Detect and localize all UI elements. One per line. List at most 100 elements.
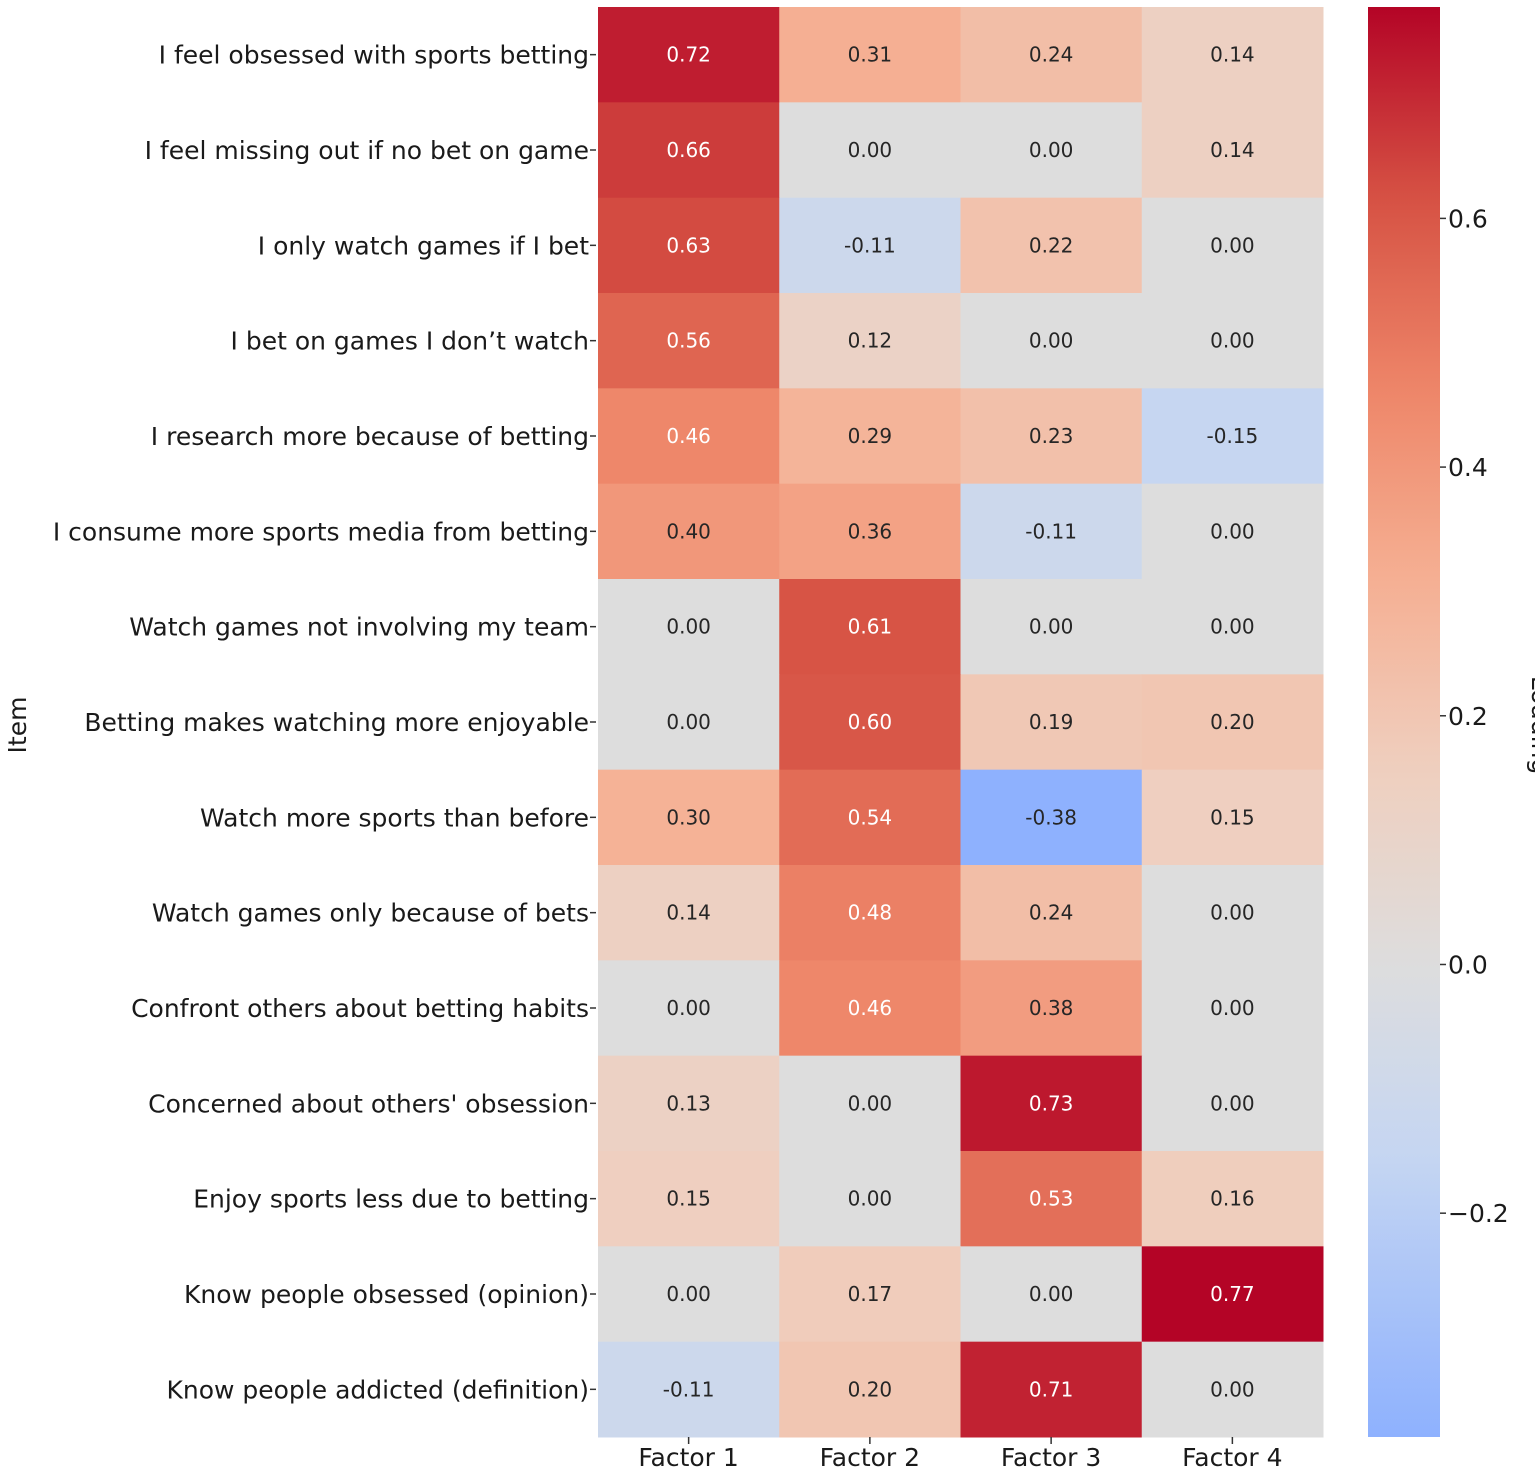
- row-labels: I feel obsessed with sports betting I fee…: [53, 41, 596, 1404]
- heatmap-cell: [598, 674, 780, 771]
- cell-value-label: 0.00: [1029, 1282, 1074, 1306]
- cell-value-label: 0.46: [848, 996, 893, 1020]
- colorbar: [1368, 7, 1440, 1437]
- heatmap-cell: [779, 579, 961, 675]
- cell-value-label: 0.48: [848, 901, 893, 925]
- heatmap-cell: [598, 579, 780, 675]
- cell-value-label: 0.31: [848, 43, 893, 67]
- colorbar-tick-label: 0.2: [1448, 702, 1488, 731]
- column-label: Factor 3: [1001, 1443, 1101, 1472]
- cell-value-label: 0.13: [666, 1091, 711, 1115]
- heatmap-cell: [960, 1055, 1143, 1152]
- heatmap-cell: [960, 1341, 1143, 1438]
- row-label: Enjoy sports less due to betting: [193, 1185, 589, 1214]
- cell-value-label: 0.00: [1210, 615, 1255, 639]
- y-axis-label: Item: [3, 697, 32, 754]
- colorbar-tick-label: 0.6: [1448, 204, 1488, 233]
- heatmap-cell: [779, 1246, 961, 1343]
- cell-value-label: 0.00: [1029, 329, 1074, 353]
- cell-value-label: 0.00: [1210, 1091, 1255, 1115]
- cell-value-label: 0.30: [666, 805, 711, 829]
- colorbar-label: Loading: [1526, 676, 1535, 775]
- cell-value-label: 0.19: [1029, 710, 1074, 734]
- cell-value-label: 0.14: [666, 901, 711, 925]
- cell-value-label: 0.00: [1210, 901, 1255, 925]
- heatmap-cell: [960, 293, 1143, 389]
- heatmap-cell: [598, 960, 780, 1057]
- heatmap-cell: [779, 769, 961, 866]
- column-label: Factor 4: [1182, 1443, 1282, 1472]
- heatmap-cell: [598, 865, 780, 961]
- cell-value-label: -0.11: [663, 1377, 715, 1401]
- heatmap-cell: [1141, 579, 1324, 675]
- column-label: Factor 1: [638, 1443, 738, 1472]
- heatmap-cell: [598, 1055, 780, 1152]
- heatmap-cell: [960, 769, 1143, 866]
- heatmap-cell: [598, 483, 780, 580]
- colorbar-tick-label: 0.4: [1448, 453, 1488, 482]
- heatmap-cell: [960, 865, 1143, 961]
- row-label: Know people obsessed (opinion): [184, 1280, 589, 1309]
- cell-value-label: 0.63: [666, 233, 711, 257]
- cell-value-label: 0.77: [1210, 1282, 1255, 1306]
- heatmap-cell: [598, 1246, 780, 1343]
- heatmap-cell: [779, 483, 961, 580]
- heatmap-cell: [960, 102, 1143, 199]
- cell-value-label: 0.29: [848, 424, 893, 448]
- heatmap-cell: [598, 1151, 780, 1247]
- cell-value-label: 0.23: [1029, 424, 1074, 448]
- cell-value-label: -0.38: [1025, 805, 1077, 829]
- cell-value-label: 0.15: [1210, 805, 1255, 829]
- cell-value-label: 0.00: [666, 996, 711, 1020]
- cell-value-label: -0.11: [844, 233, 896, 257]
- row-label: I consume more sports media from betting: [53, 517, 589, 546]
- heatmap-cell: [598, 388, 780, 485]
- heatmap-cell: [598, 769, 780, 866]
- heatmap-cell: [1141, 865, 1324, 961]
- cell-value-label: 0.00: [1029, 138, 1074, 162]
- heatmap-cell: [779, 1055, 961, 1152]
- cell-value-label: 0.72: [666, 43, 711, 67]
- heatmap-cell: [598, 1341, 780, 1438]
- heatmap-cell: [779, 7, 961, 103]
- cell-value-label: 0.00: [666, 1282, 711, 1306]
- heatmap-cell: [1141, 1151, 1324, 1247]
- row-label: I bet on games I don’t watch: [231, 327, 589, 356]
- cell-value-label: 0.00: [848, 1091, 893, 1115]
- cell-value-label: 0.20: [848, 1377, 893, 1401]
- colorbar-ticks: −0.2 0.0 0.2 0.4 0.6: [1440, 204, 1509, 1228]
- heatmap-cell: [1141, 1341, 1324, 1438]
- cell-value-label: 0.14: [1210, 43, 1255, 67]
- row-label: Betting makes watching more enjoyable: [84, 708, 589, 737]
- heatmap-cell: [779, 102, 961, 199]
- column-labels: Factor 1 Factor 2 Factor 3 Factor 4: [638, 1437, 1283, 1472]
- cell-value-label: 0.17: [848, 1282, 893, 1306]
- cell-value-label: 0.24: [1029, 43, 1074, 67]
- heatmap-cell: [779, 1151, 961, 1247]
- row-label: I research more because of betting: [151, 422, 589, 451]
- cell-value-label: -0.15: [1207, 424, 1259, 448]
- cell-value-label: 0.20: [1210, 710, 1255, 734]
- heatmap-cells: 0.72 0.31 0.24 0.14 0.66 0.00 0.00 0.14 0.63 -0.1…: [598, 7, 1324, 1438]
- heatmap-cell: [598, 102, 780, 199]
- heatmap-cell: [960, 1151, 1143, 1247]
- cell-value-label: 0.56: [666, 329, 711, 353]
- heatmap-cell: [960, 388, 1143, 485]
- heatmap-cell: [960, 483, 1143, 580]
- cell-value-label: 0.00: [1210, 233, 1255, 257]
- cell-value-label: 0.46: [666, 424, 711, 448]
- heatmap-cell: [779, 293, 961, 389]
- heatmap-cell: [779, 197, 961, 294]
- cell-value-label: 0.73: [1029, 1091, 1074, 1115]
- heatmap-cell: [598, 293, 780, 389]
- row-label: Concerned about others' obsession: [148, 1089, 589, 1118]
- cell-value-label: 0.00: [1029, 615, 1074, 639]
- heatmap-cell: [1141, 483, 1324, 580]
- cell-value-label: -0.11: [1025, 519, 1077, 543]
- heatmap-cell: [960, 197, 1143, 294]
- cell-value-label: 0.71: [1029, 1377, 1074, 1401]
- heatmap-cell: [1141, 674, 1324, 771]
- heatmap-cell: [960, 7, 1143, 103]
- cell-value-label: 0.12: [848, 329, 893, 353]
